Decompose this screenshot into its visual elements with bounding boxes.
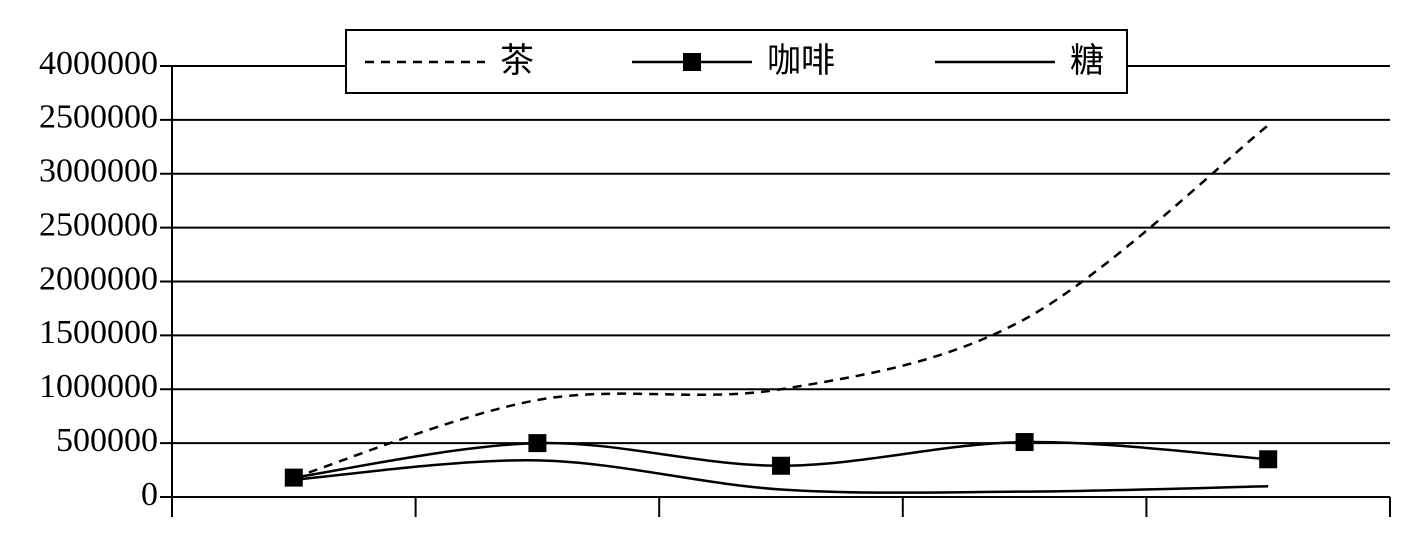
- y-tick-label: 3000000: [39, 153, 158, 190]
- legend-label: 咖啡: [767, 43, 835, 80]
- y-tick-label: 2500000: [39, 206, 158, 243]
- marker: [1259, 450, 1278, 469]
- legend-label: 糖: [1070, 42, 1104, 80]
- y-tick-label: 0: [141, 476, 158, 513]
- series-line: [293, 124, 1269, 479]
- legend-marker: [683, 53, 701, 71]
- series-line: [293, 459, 1269, 494]
- y-tick-label: 500000: [56, 422, 158, 459]
- y-tick-label: 1000000: [39, 368, 158, 405]
- marker: [284, 468, 303, 487]
- legend-label: 茶: [500, 42, 534, 80]
- marker: [1015, 433, 1034, 452]
- marker: [772, 456, 790, 475]
- marker: [528, 434, 547, 453]
- y-tick-label: 2500000: [39, 99, 158, 136]
- y-tick-label: 2000000: [39, 260, 158, 297]
- legend: 茶 咖啡 糖: [345, 29, 1128, 94]
- y-tick-label: 4000000: [39, 45, 158, 82]
- y-tick-label: 1500000: [39, 314, 158, 351]
